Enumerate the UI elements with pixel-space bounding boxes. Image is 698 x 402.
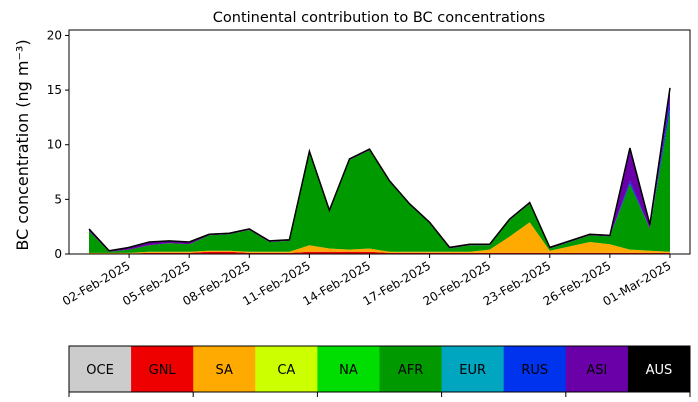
colorbar-swatch-aus bbox=[627, 346, 691, 392]
area-afr bbox=[89, 109, 670, 253]
colorbar-swatch-rus bbox=[503, 346, 567, 392]
colorbar-swatch-gnl bbox=[131, 346, 194, 392]
colorbar-label: ASI bbox=[586, 363, 607, 378]
colorbar-swatch-ca bbox=[255, 346, 318, 392]
area-gnl bbox=[89, 251, 670, 254]
colorbar-label: AUS bbox=[646, 363, 673, 378]
colorbar-label: RUS bbox=[521, 363, 548, 378]
colorbar-frame bbox=[68, 345, 691, 393]
colorbar-swatch-oce bbox=[69, 346, 132, 392]
colorbar-swatch-sa bbox=[193, 346, 256, 392]
colorbar-label: CA bbox=[277, 363, 295, 378]
colorbar-label: GNL bbox=[149, 363, 177, 378]
colorbar-label: NA bbox=[339, 363, 358, 378]
colorbar-label: AFR bbox=[398, 363, 423, 378]
colorbar-label: EUR bbox=[459, 363, 486, 378]
colorbar-swatch-eur bbox=[441, 346, 505, 392]
chart-title: Continental contribution to BC concentra… bbox=[213, 10, 545, 26]
total-line bbox=[88, 87, 671, 252]
plot-frame bbox=[68, 29, 691, 255]
y-tick-label: 20 bbox=[47, 28, 62, 42]
colorbar-swatch-asi bbox=[565, 346, 629, 392]
y-tick-label: 10 bbox=[47, 138, 62, 152]
region-colorbar: OCE GNL SA CA NA AFR EUR RUS ASI AUS bbox=[68, 345, 691, 397]
colorbar-label: OCE bbox=[86, 363, 114, 378]
colorbar-swatch-afr bbox=[379, 346, 443, 392]
y-tick-label: 0 bbox=[54, 247, 62, 261]
plot-area bbox=[68, 29, 691, 255]
y-tick-label: 5 bbox=[54, 192, 62, 206]
colorbar-label: SA bbox=[216, 363, 233, 378]
y-tick-label: 15 bbox=[47, 83, 62, 97]
y-axis-label: BC concentration (ng m⁻³) bbox=[13, 39, 32, 250]
x-axis: 02-Feb-202505-Feb-202508-Feb-202511-Feb-… bbox=[60, 254, 673, 309]
colorbar-swatch-na bbox=[317, 346, 380, 392]
y-axis: 0 5 10 15 20 bbox=[47, 28, 69, 261]
x-tick-label: 01-Mar-2025 bbox=[600, 258, 673, 308]
area-sa bbox=[89, 222, 670, 254]
